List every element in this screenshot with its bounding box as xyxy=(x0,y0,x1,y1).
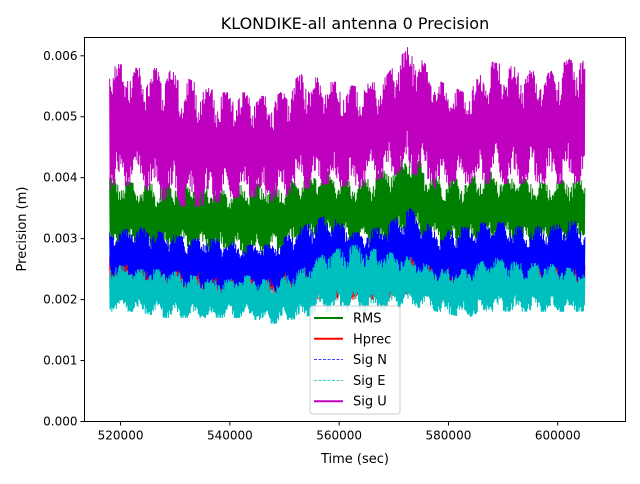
chart-title: KLONDIKE-all antenna 0 Precision xyxy=(221,14,489,33)
y-tick-label: 0.006 xyxy=(43,49,77,63)
legend-label: Sig N xyxy=(353,353,387,368)
y-tick-label: 0.004 xyxy=(43,171,77,185)
x-axis-label: Time (sec) xyxy=(320,452,389,467)
legend-label: Sig E xyxy=(353,374,385,389)
x-tick-label: 540000 xyxy=(207,429,253,443)
x-tick-label: 520000 xyxy=(98,429,144,443)
x-tick-label: 560000 xyxy=(316,429,362,443)
series-line-sig-n xyxy=(109,208,586,294)
x-tick-label: 600000 xyxy=(535,429,581,443)
legend: RMS Hprec Sig N Sig E Sig U xyxy=(309,305,401,415)
plot-area xyxy=(109,47,586,324)
axes-frame xyxy=(84,37,626,422)
y-tick-label: 0.001 xyxy=(43,354,77,368)
legend-label: Hprec xyxy=(353,332,391,347)
y-tick-label: 0.005 xyxy=(43,110,77,124)
legend-label: RMS xyxy=(353,312,382,327)
x-axis: 520000 540000 560000 580000 600000 xyxy=(98,421,581,443)
y-tick-label: 0.002 xyxy=(43,293,77,307)
series-line-sig-e xyxy=(109,244,586,324)
legend-box xyxy=(309,305,401,415)
legend-label: Sig U xyxy=(353,395,387,410)
series-line-sig-u xyxy=(109,47,586,208)
x-tick-label: 580000 xyxy=(426,429,472,443)
y-axis-label: Precision (m) xyxy=(15,187,30,272)
y-axis: 0.000 0.001 0.002 0.003 0.004 0.005 0.006 xyxy=(43,49,85,429)
y-tick-label: 0.003 xyxy=(43,232,77,246)
y-tick-label: 0.000 xyxy=(43,415,77,429)
